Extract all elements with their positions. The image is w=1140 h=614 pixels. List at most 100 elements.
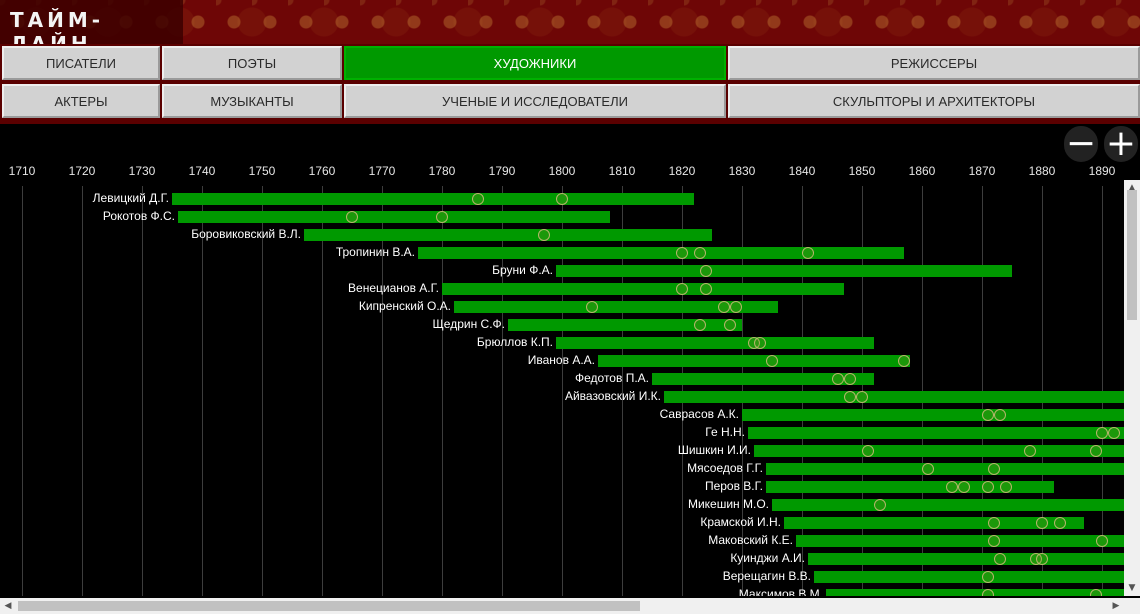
person-name[interactable]: Перов В.Г.	[704, 479, 763, 493]
life-span-bar[interactable]	[748, 427, 1124, 439]
person-name[interactable]: Саврасов А.К.	[659, 407, 739, 421]
person-name[interactable]: Ге Н.Н.	[705, 425, 745, 439]
event-marker[interactable]	[1024, 445, 1036, 457]
event-marker[interactable]	[958, 481, 970, 493]
event-marker[interactable]	[700, 265, 712, 277]
life-span-bar[interactable]	[304, 229, 712, 241]
person-name[interactable]: Федотов П.А.	[575, 371, 649, 385]
event-marker[interactable]	[922, 463, 934, 475]
vertical-scrollbar[interactable]: ▲ ▼	[1124, 180, 1140, 596]
event-marker[interactable]	[754, 337, 766, 349]
event-marker[interactable]	[718, 301, 730, 313]
person-name[interactable]: Маковский К.Е.	[708, 533, 793, 547]
zoom-out-button[interactable]: −	[1062, 124, 1100, 164]
person-name[interactable]: Куинджи А.И.	[730, 551, 805, 565]
event-marker[interactable]	[994, 409, 1006, 421]
person-name[interactable]: Щедрин С.Ф.	[432, 317, 505, 331]
person-name[interactable]: Боровиковский В.Л.	[191, 227, 301, 241]
event-marker[interactable]	[700, 283, 712, 295]
person-name[interactable]: Тропинин В.А.	[335, 245, 415, 259]
person-name[interactable]: Иванов А.А.	[527, 353, 595, 367]
life-span-bar[interactable]	[598, 355, 910, 367]
event-marker[interactable]	[1096, 535, 1108, 547]
person-name[interactable]: Брюллов К.П.	[476, 335, 553, 349]
event-marker[interactable]	[844, 391, 856, 403]
life-span-bar[interactable]	[826, 589, 1124, 596]
event-marker[interactable]	[730, 301, 742, 313]
event-marker[interactable]	[556, 193, 568, 205]
event-marker[interactable]	[694, 247, 706, 259]
tab-musicians[interactable]: МУЗЫКАНТЫ	[162, 84, 342, 118]
event-marker[interactable]	[676, 247, 688, 259]
scroll-down-icon[interactable]: ▼	[1128, 583, 1136, 593]
horizontal-scroll-thumb[interactable]	[18, 601, 640, 611]
life-span-bar[interactable]	[454, 301, 778, 313]
life-span-bar[interactable]	[742, 409, 1124, 421]
event-marker[interactable]	[676, 283, 688, 295]
tab-artists[interactable]: ХУДОЖНИКИ	[344, 46, 726, 80]
person-name[interactable]: Максимов В.М.	[738, 587, 823, 596]
event-marker[interactable]	[1036, 553, 1048, 565]
event-marker[interactable]	[472, 193, 484, 205]
life-span-bar[interactable]	[508, 319, 742, 331]
event-marker[interactable]	[988, 535, 1000, 547]
event-marker[interactable]	[538, 229, 550, 241]
person-name[interactable]: Мясоедов Г.Г.	[687, 461, 763, 475]
event-marker[interactable]	[724, 319, 736, 331]
event-marker[interactable]	[802, 247, 814, 259]
tab-actors[interactable]: АКТЕРЫ	[2, 84, 160, 118]
life-span-bar[interactable]	[178, 211, 610, 223]
scroll-left-icon[interactable]: ◀	[4, 601, 12, 611]
life-span-bar[interactable]	[418, 247, 904, 259]
zoom-in-button[interactable]: +	[1102, 124, 1140, 164]
tab-directors[interactable]: РЕЖИССЕРЫ	[728, 46, 1140, 80]
event-marker[interactable]	[832, 373, 844, 385]
life-span-bar[interactable]	[796, 535, 1124, 547]
tab-writers[interactable]: ПИСАТЕЛИ	[2, 46, 160, 80]
event-marker[interactable]	[982, 409, 994, 421]
vertical-scroll-thumb[interactable]	[1127, 190, 1137, 320]
event-marker[interactable]	[1090, 445, 1102, 457]
event-marker[interactable]	[982, 481, 994, 493]
tab-scientists[interactable]: УЧЕНЫЕ И ИССЛЕДОВАТЕЛИ	[344, 84, 726, 118]
scroll-up-icon[interactable]: ▲	[1128, 183, 1136, 193]
person-name[interactable]: Венецианов А.Г.	[348, 281, 439, 295]
person-name[interactable]: Левицкий Д.Г.	[92, 191, 169, 205]
life-span-bar[interactable]	[556, 337, 874, 349]
event-marker[interactable]	[766, 355, 778, 367]
person-name[interactable]: Крамской И.Н.	[700, 515, 781, 529]
life-span-bar[interactable]	[766, 463, 1124, 475]
tab-poets[interactable]: ПОЭТЫ	[162, 46, 342, 80]
event-marker[interactable]	[586, 301, 598, 313]
life-span-bar[interactable]	[664, 391, 1124, 403]
life-span-bar[interactable]	[442, 283, 844, 295]
tab-sculptors-architects[interactable]: СКУЛЬПТОРЫ И АРХИТЕКТОРЫ	[728, 84, 1140, 118]
horizontal-scrollbar[interactable]: ◀ ▶	[0, 598, 1140, 614]
life-span-bar[interactable]	[172, 193, 694, 205]
person-name[interactable]: Микешин М.О.	[687, 497, 769, 511]
event-marker[interactable]	[694, 319, 706, 331]
event-marker[interactable]	[1096, 427, 1108, 439]
event-marker[interactable]	[982, 571, 994, 583]
life-span-bar[interactable]	[808, 553, 1124, 565]
life-span-bar[interactable]	[772, 499, 1124, 511]
life-span-bar[interactable]	[814, 571, 1124, 583]
event-marker[interactable]	[946, 481, 958, 493]
event-marker[interactable]	[1036, 517, 1048, 529]
person-name[interactable]: Рокотов Ф.С.	[102, 209, 175, 223]
event-marker[interactable]	[844, 373, 856, 385]
person-name[interactable]: Бруни Ф.А.	[492, 263, 553, 277]
event-marker[interactable]	[1108, 427, 1120, 439]
person-name[interactable]: Кипренский О.А.	[358, 299, 451, 313]
event-marker[interactable]	[1090, 589, 1102, 596]
event-marker[interactable]	[874, 499, 886, 511]
person-name[interactable]: Шишкин И.И.	[677, 443, 751, 457]
event-marker[interactable]	[1000, 481, 1012, 493]
person-name[interactable]: Верещагин В.В.	[722, 569, 811, 583]
life-span-bar[interactable]	[556, 265, 1012, 277]
event-marker[interactable]	[898, 355, 910, 367]
event-marker[interactable]	[436, 211, 448, 223]
event-marker[interactable]	[994, 553, 1006, 565]
event-marker[interactable]	[988, 517, 1000, 529]
event-marker[interactable]	[1054, 517, 1066, 529]
